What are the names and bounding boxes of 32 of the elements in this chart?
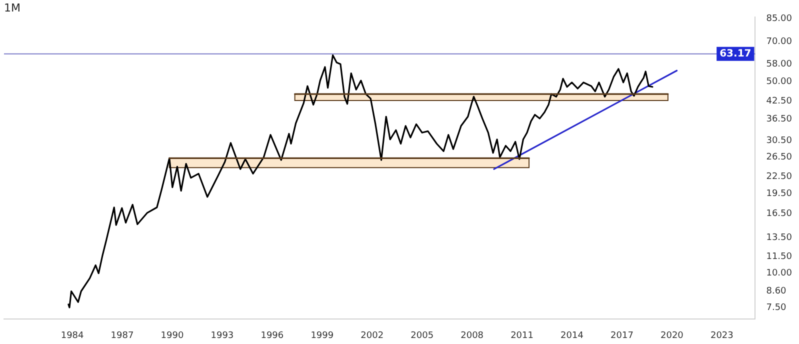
y-tick-label: 11.50 [766, 252, 792, 262]
y-tick-label: 16.50 [766, 209, 792, 220]
x-tick-label: 2017 [610, 330, 634, 341]
y-tick-label: 42.50 [766, 96, 792, 106]
y-tick-label: 13.50 [766, 232, 792, 243]
x-tick-label: 1993 [210, 330, 234, 341]
x-tick-label: 2011 [510, 330, 534, 341]
y-tick-label: 10.00 [766, 268, 792, 279]
x-tick-label: 2008 [460, 330, 484, 341]
x-tick-label: 1996 [260, 330, 284, 341]
y-tick-label: 19.50 [766, 189, 792, 200]
x-tick-label: 1990 [160, 330, 184, 341]
ref-line-label: 63.17 [720, 48, 752, 60]
y-tick-label: 70.00 [766, 37, 792, 48]
chart-title: 1M [4, 1, 20, 14]
x-tick-label: 2005 [410, 330, 434, 341]
y-tick-label: 85.00 [766, 14, 792, 24]
y-tick-label: 8.60 [766, 286, 787, 297]
y-tick-label: 36.50 [766, 114, 792, 125]
x-tick-label: 1984 [60, 330, 84, 341]
y-tick-label: 58.00 [766, 59, 792, 70]
y-tick-label: 30.50 [766, 136, 792, 146]
x-tick-label: 2014 [560, 330, 584, 341]
x-tick-label: 2002 [360, 330, 384, 341]
y-tick-label: 7.50 [766, 302, 787, 313]
x-tick-label: 2020 [660, 330, 684, 341]
x-tick-label: 1987 [110, 330, 134, 341]
x-tick-label: 2023 [710, 330, 734, 341]
y-tick-label: 22.50 [766, 172, 792, 182]
y-tick-label: 50.00 [766, 77, 792, 88]
y-tick-label: 26.50 [766, 152, 792, 163]
x-tick-label: 1999 [310, 330, 334, 341]
